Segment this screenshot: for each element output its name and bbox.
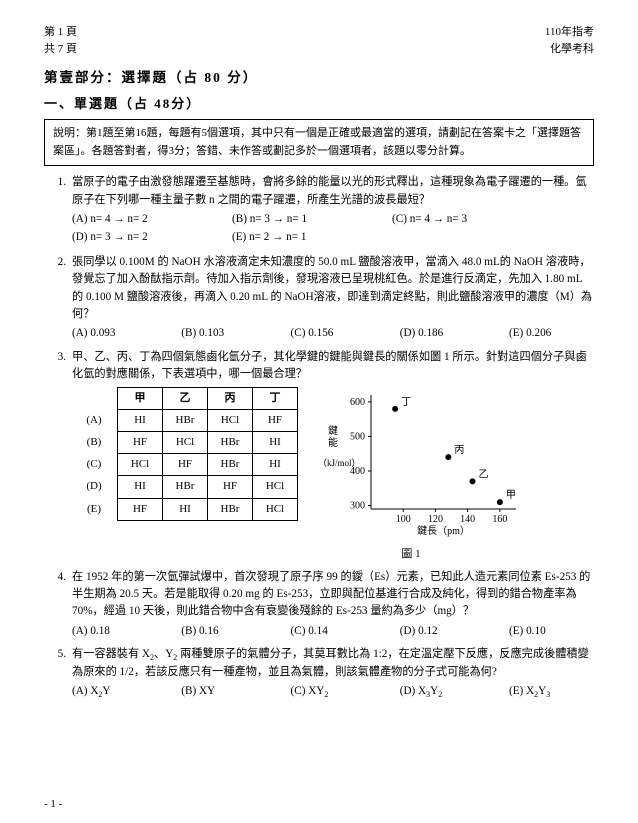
question-1: 1. 當原子的電子由激發態躍遷至基態時，會將多餘的能量以光的形式釋出，這種現象為… (44, 174, 594, 247)
q2-opt-a: (A) 0.093 (72, 325, 157, 342)
question-5: 5. 有一容器裝有 X2、Y2 兩種雙原子的氣體分子，其莫耳數比為 1:2，在定… (44, 646, 594, 700)
q3-td: HI (118, 410, 163, 432)
q3-row-label: (C) (72, 454, 118, 476)
q1-opt-d: (D) n= 3 → n= 2 (72, 229, 164, 246)
q1-opt-e: (E) n= 2 → n= 1 (232, 229, 324, 246)
q3-text: 甲、乙、丙、丁為四個氣態鹵化氫分子，其化學鍵的鍵能與鍵長的關係如圖 1 所示。針… (72, 349, 594, 384)
q3-td: HF (118, 498, 163, 520)
q1-text: 當原子的電子由激發態躍遷至基態時，會將多餘的能量以光的形式釋出，這種現象為電子躍… (72, 174, 594, 209)
q1-num: 1. (44, 174, 72, 247)
q3-td: HBr (163, 410, 208, 432)
q4-num: 4. (44, 569, 72, 640)
q3-ytick: 500 (350, 432, 365, 443)
q3-row-label: (E) (72, 498, 118, 520)
q3-td: HCl (208, 410, 253, 432)
q3-xtick: 160 (492, 514, 507, 525)
q3-td: HBr (208, 454, 253, 476)
q4-opt-d: (D) 0.12 (400, 623, 485, 640)
q1-opt-b: (B) n= 3 → n= 1 (232, 211, 324, 228)
q4-opt-a: (A) 0.18 (72, 623, 157, 640)
q4-text: 在 1952 年的第一次氫彈試爆中，首次發現了原子序 99 的鑀（Es）元素，已… (72, 569, 594, 621)
q3-xtick: 100 (396, 514, 411, 525)
q3-td: HF (208, 476, 253, 498)
q3-point-label: 丁 (401, 397, 411, 408)
q3-td: HBr (208, 432, 253, 454)
q3-table-block: 甲乙丙丁(A)HIHBrHClHF(B)HFHClHBrHI(C)HClHFHB… (72, 387, 298, 520)
q2-text: 張同學以 0.100M 的 NaOH 水溶液滴定未知濃度的 50.0 mL 鹽酸… (72, 254, 594, 323)
q3-td: HI (118, 476, 163, 498)
q3-point (470, 479, 476, 485)
exam-subject: 化學考科 (545, 41, 594, 58)
q3-th: 甲 (118, 388, 163, 410)
exam-year: 110年指考 (545, 24, 594, 41)
q3-row-label: (A) (72, 410, 118, 432)
q3-xtick: 120 (428, 514, 443, 525)
q1-opt-a: (A) n= 4 → n= 2 (72, 211, 164, 228)
q3-num: 3. (44, 349, 72, 563)
q3-td: HF (163, 454, 208, 476)
q3-td: HCl (253, 498, 298, 520)
q5-text: 有一容器裝有 X2、Y2 兩種雙原子的氣體分子，其莫耳數比為 1:2，在定溫定壓… (72, 646, 594, 681)
q5-opt-a: (A) X2Y (72, 683, 157, 700)
q2-opt-b: (B) 0.103 (181, 325, 266, 342)
page-num-line1: 第 1 頁 (44, 24, 77, 41)
q3-td: HBr (208, 498, 253, 520)
q3-point-label: 丙 (454, 445, 464, 456)
q3-td: HBr (163, 476, 208, 498)
q3-chart-svg: 300400500600100120140160鍵能（kJ/mol）鍵長（pm）… (316, 387, 526, 537)
q3-row-label: (D) (72, 476, 118, 498)
question-2: 2. 張同學以 0.100M 的 NaOH 水溶液滴定未知濃度的 50.0 mL… (44, 254, 594, 343)
q5-options: (A) X2Y (B) XY (C) XY2 (D) X3Y2 (E) X2Y3 (72, 683, 594, 700)
q3-td: HF (253, 410, 298, 432)
q3-th: 丁 (253, 388, 298, 410)
q3-ytick: 600 (350, 397, 365, 408)
q3-xtick: 140 (460, 514, 475, 525)
q3-td: HCl (163, 432, 208, 454)
q3-table: 甲乙丙丁(A)HIHBrHClHF(B)HFHClHBrHI(C)HClHFHB… (72, 387, 298, 520)
page-footer: - 1 - (44, 796, 62, 813)
q3-point (445, 454, 451, 460)
q2-num: 2. (44, 254, 72, 343)
q3-point-label: 甲 (506, 490, 516, 501)
q4-opt-c: (C) 0.14 (291, 623, 376, 640)
q3-ylabel: 鍵能 (328, 424, 338, 449)
question-3: 3. 甲、乙、丙、丁為四個氣態鹵化氫分子，其化學鍵的鍵能與鍵長的關係如圖 1 所… (44, 349, 594, 563)
q2-opt-e: (E) 0.206 (509, 325, 594, 342)
q3-ytick: 300 (350, 501, 365, 512)
q5-opt-e: (E) X2Y3 (509, 683, 594, 700)
q4-opt-e: (E) 0.10 (509, 623, 594, 640)
q3-point (497, 499, 503, 505)
q3-td: HCl (118, 454, 163, 476)
page-num-line2: 共 7 頁 (44, 41, 77, 58)
q3-chart-caption: 圖 1 (316, 546, 506, 563)
q5-opt-d: (D) X3Y2 (400, 683, 485, 700)
question-4: 4. 在 1952 年的第一次氫彈試爆中，首次發現了原子序 99 的鑀（Es）元… (44, 569, 594, 640)
sub-title: 一、單選題（占 48分） (44, 94, 594, 114)
q1-opt-c: (C) n= 4 → n= 3 (392, 211, 484, 228)
instruction-box: 說明：第1題至第16題，每題有5個選項，其中只有一個是正確或最適當的選項，請劃記… (44, 119, 594, 166)
q3-point-label: 乙 (479, 469, 489, 481)
q3-xlabel: 鍵長（pm） (417, 524, 470, 537)
part-title: 第壹部分：選擇題（占 80 分） (44, 68, 594, 89)
q5-opt-b: (B) XY (181, 683, 266, 700)
q3-td: HCl (253, 476, 298, 498)
q3-td: HI (163, 498, 208, 520)
q3-th: 乙 (163, 388, 208, 410)
q4-opt-b: (B) 0.16 (181, 623, 266, 640)
q2-opt-d: (D) 0.186 (400, 325, 485, 342)
q5-opt-c: (C) XY2 (291, 683, 376, 700)
q3-td: HF (118, 432, 163, 454)
q3-chart: 300400500600100120140160鍵能（kJ/mol）鍵長（pm）… (316, 387, 506, 562)
q2-opt-c: (C) 0.156 (291, 325, 376, 342)
q5-num: 5. (44, 646, 72, 700)
q3-td: HI (253, 432, 298, 454)
q3-th: 丙 (208, 388, 253, 410)
q3-row-label: (B) (72, 432, 118, 454)
q3-td: HI (253, 454, 298, 476)
page-header: 第 1 頁 共 7 頁 110年指考 化學考科 (44, 24, 594, 58)
q3-point (392, 406, 398, 412)
q3-ylabel-unit: （kJ/mol） (318, 458, 361, 468)
